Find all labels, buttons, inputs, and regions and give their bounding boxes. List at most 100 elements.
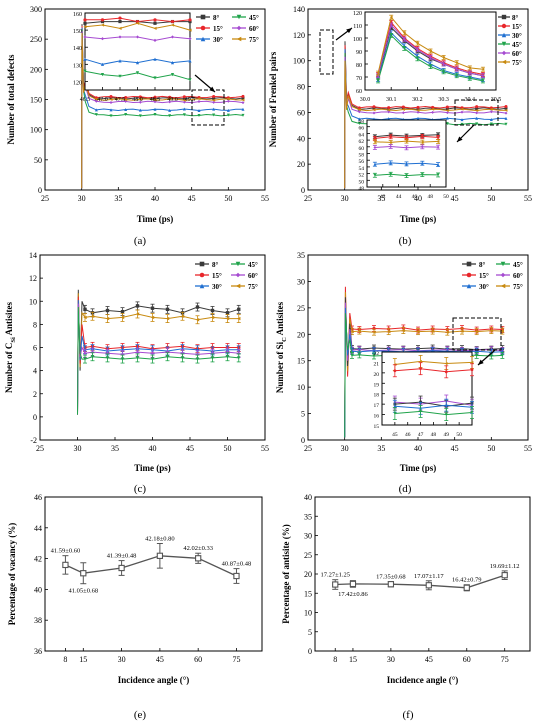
data-point [436, 140, 440, 143]
y-tick-label: 16 [374, 414, 380, 420]
legend-label: 8° [512, 14, 519, 22]
data-point [153, 26, 157, 30]
data-point [416, 330, 420, 334]
data-point [489, 117, 493, 121]
data-point [225, 355, 230, 359]
legend-label: 8° [479, 261, 486, 269]
y-tick-label: 0 [33, 413, 37, 422]
data-point [241, 101, 245, 105]
legend-label: 75° [513, 283, 523, 291]
x-tick-label: 30 [387, 655, 395, 664]
data-point [225, 350, 230, 354]
legend-label: 45° [513, 261, 523, 269]
x-tick-label: 25 [36, 444, 44, 453]
data-point [402, 47, 406, 50]
data-point [387, 117, 391, 121]
data-point [455, 67, 459, 71]
data-point [197, 108, 201, 112]
data-point [212, 95, 216, 99]
x-tick-label: 45 [451, 194, 459, 203]
legend-label: 60° [513, 272, 523, 280]
data-point [62, 561, 69, 569]
x-axis-label: Time (ps) [137, 214, 174, 224]
data-point [233, 572, 240, 580]
data-point [416, 108, 420, 112]
y-tick-label: 50 [359, 179, 365, 185]
x-tick-label: 48.0 [132, 97, 143, 103]
legend-label: 8° [212, 261, 219, 269]
data-point [481, 79, 485, 83]
data-point [109, 101, 113, 105]
inset-d: 45 46 47 48 49 50 15 16 17 18 19 20 21 22 [374, 351, 474, 438]
panel-a: 25 30 35 40 45 50 55 0 50 100 150 200 250 300 Time (ps… [6, 5, 269, 247]
data-point [135, 356, 140, 360]
data-point [100, 18, 105, 22]
data-point [124, 107, 128, 111]
data-point [118, 74, 122, 78]
x-tick-label: 47.0 [97, 97, 108, 103]
data-point [393, 404, 397, 408]
data-point [182, 100, 186, 104]
data-point [442, 56, 445, 59]
y-tick-label: 20 [304, 570, 312, 579]
y-tick-label: 12 [29, 274, 37, 283]
data-point [442, 70, 445, 74]
y-tick-label: 36 [34, 647, 42, 656]
panel-label: (e) [134, 709, 147, 721]
data-point [153, 21, 157, 25]
y-tick-label: 66 [359, 126, 365, 132]
legend-label: 30° [512, 32, 522, 40]
x-tick-label: 60 [463, 655, 471, 664]
legend-marker [500, 272, 506, 278]
data-point [210, 315, 215, 320]
data-point [241, 98, 245, 102]
y-tick-label: 19 [374, 382, 380, 388]
y-tick-label: 200 [30, 65, 42, 74]
data-point [120, 309, 125, 314]
data-point [373, 140, 377, 144]
data-point [436, 173, 440, 177]
data-point [94, 97, 98, 101]
y-tick-label: 10 [297, 383, 305, 392]
series-line-30 [81, 27, 243, 189]
inset-background [85, 13, 190, 90]
legend-marker [466, 272, 472, 278]
y-axis-label-subscript: Si [10, 337, 17, 343]
y-tick-label: 46 [34, 493, 42, 502]
x-tick-label: 30.2 [412, 97, 423, 103]
data-point [150, 351, 155, 355]
series-line-75 [394, 360, 473, 365]
y-tick-label: 54 [359, 166, 365, 172]
x-tick-label: 40 [151, 194, 159, 203]
data-point [436, 133, 440, 137]
data-point [460, 329, 464, 333]
data-label: 41.05±0.68 [69, 588, 99, 595]
legend-marker [200, 14, 206, 20]
data-point [500, 329, 504, 333]
data-point [420, 135, 424, 138]
x-tick-label: 30 [78, 194, 86, 203]
data-point [357, 353, 361, 357]
data-point [470, 368, 474, 372]
y-tick-label: 100 [353, 37, 362, 43]
data-point [489, 122, 493, 126]
data-point [357, 122, 361, 126]
y-tick-label: 20 [297, 330, 305, 339]
data-point [170, 23, 175, 27]
data-point [168, 97, 172, 101]
data-point [226, 97, 230, 101]
data-point [444, 403, 448, 407]
data-point [445, 330, 449, 334]
data-point [138, 97, 142, 101]
data-point [153, 112, 157, 116]
data-point [501, 572, 508, 579]
x-tick-label: 30.1 [386, 97, 397, 103]
data-point [226, 108, 230, 112]
legend-label: 45° [249, 14, 259, 22]
data-point [105, 308, 110, 313]
y-tick-label: 25 [304, 551, 312, 560]
data-point [468, 71, 472, 75]
data-point [118, 26, 122, 30]
legend-marker [199, 272, 205, 278]
data-point [357, 329, 361, 333]
